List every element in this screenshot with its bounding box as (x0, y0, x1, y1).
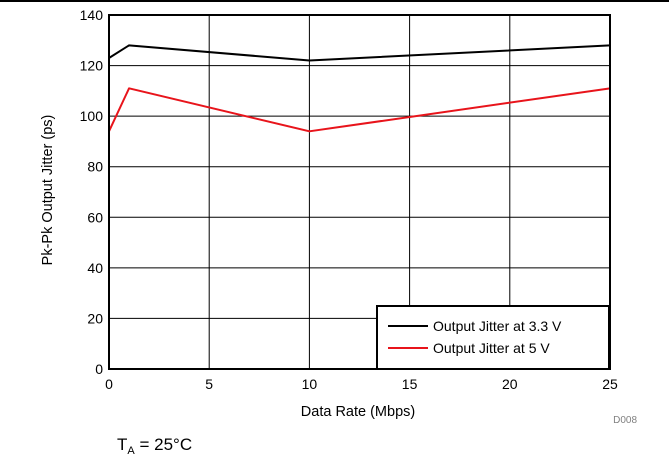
x-axis-label: Data Rate (Mbps) (301, 404, 415, 420)
temperature-note: TA = 25°C (117, 435, 192, 457)
y-axis-label: Pk-Pk Output Jitter (ps) (40, 115, 56, 266)
y-tick-label: 60 (87, 209, 103, 225)
x-tick-label: 5 (205, 376, 213, 392)
x-tick-label: 15 (402, 376, 418, 392)
legend-label-3v3: Output Jitter at 3.3 V (433, 318, 562, 334)
x-tick-label: 20 (502, 376, 518, 392)
note-subscript: A (127, 445, 135, 457)
series-line-5v (108, 87, 611, 133)
y-tick-label: 80 (87, 159, 103, 175)
y-tick-label: 140 (80, 7, 104, 23)
y-tick-label: 120 (80, 58, 104, 74)
note-suffix: = 25°C (135, 435, 192, 454)
y-tick-label: 20 (87, 310, 103, 326)
legend-box (376, 305, 610, 370)
series-line-3v3 (108, 44, 611, 62)
x-tick-label: 0 (105, 376, 113, 392)
x-tick-labels: 0 5 10 15 20 25 (105, 376, 618, 392)
figure-code: D008 (613, 415, 637, 426)
top-rule (0, 0, 669, 2)
series-layer (108, 44, 611, 133)
legend-label-5v: Output Jitter at 5 V (433, 340, 550, 356)
y-tick-label: 100 (80, 108, 104, 124)
plot-frame (108, 14, 611, 370)
x-tick-label: 10 (302, 376, 318, 392)
x-tick-label: 25 (602, 376, 618, 392)
y-tick-labels: 0 20 40 60 80 100 120 140 (80, 7, 104, 377)
legend: Output Jitter at 3.3 V Output Jitter at … (376, 305, 610, 370)
y-tick-label: 0 (95, 361, 103, 377)
note-prefix: T (117, 435, 127, 454)
y-tick-label: 40 (87, 260, 103, 276)
